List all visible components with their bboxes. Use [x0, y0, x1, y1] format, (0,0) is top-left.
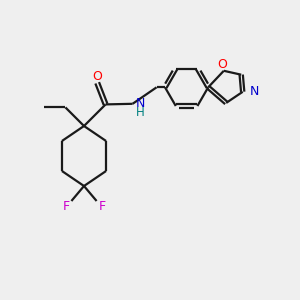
Text: N: N — [136, 97, 146, 110]
Text: H: H — [136, 106, 145, 119]
Text: N: N — [249, 85, 259, 98]
Text: O: O — [92, 70, 102, 83]
Text: F: F — [62, 200, 70, 213]
Text: F: F — [98, 200, 106, 213]
Text: O: O — [218, 58, 227, 71]
